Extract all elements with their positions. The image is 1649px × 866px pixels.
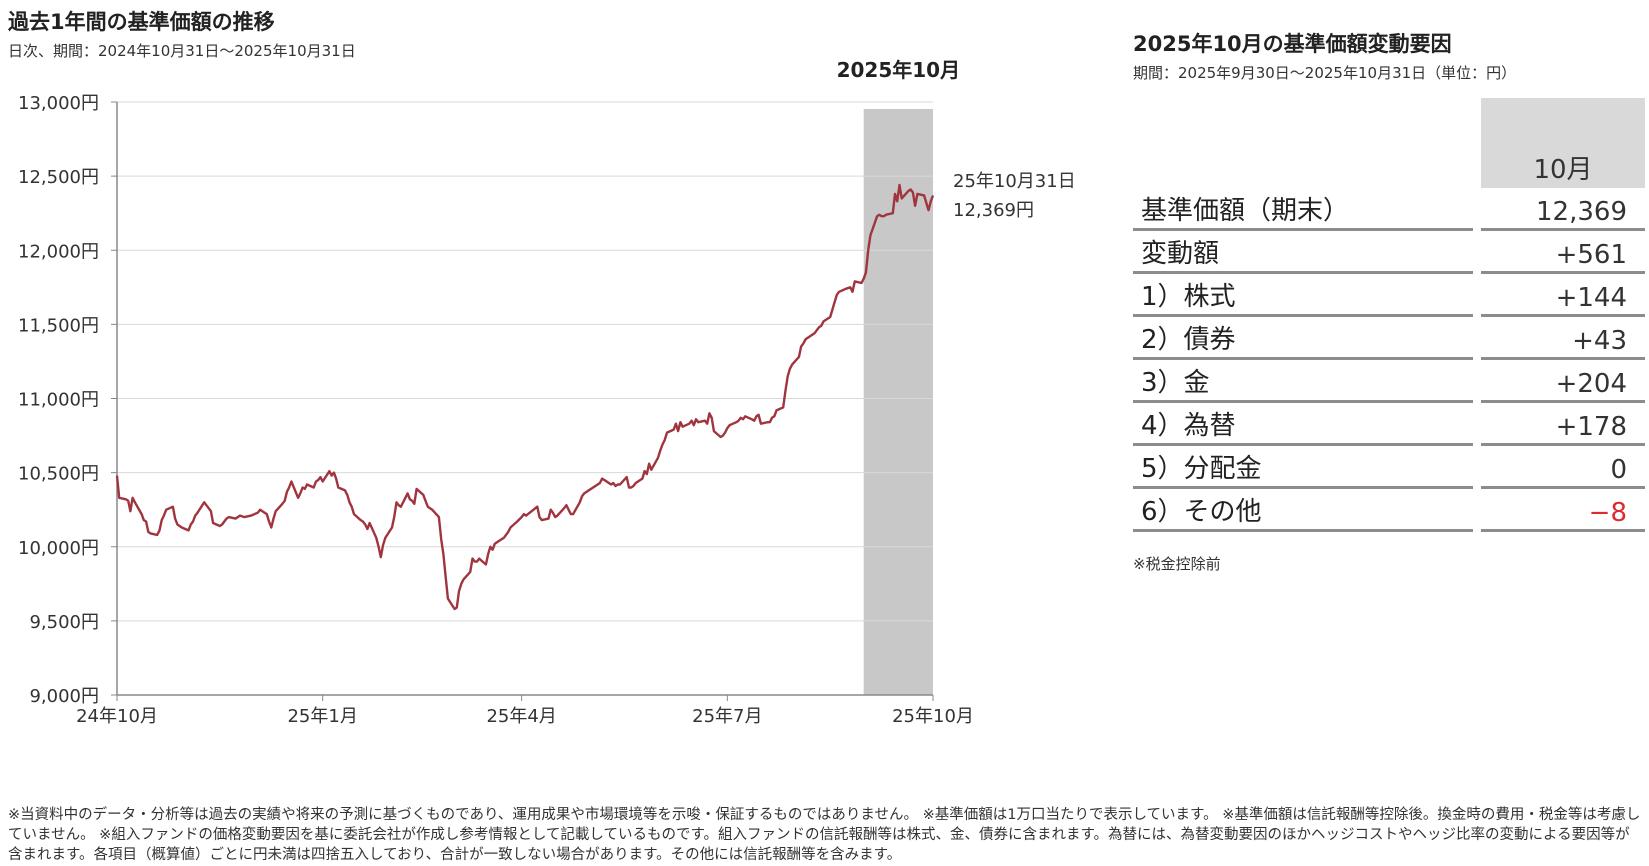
chart-subtitle: 日次、期間：2024年10月31日～2025年10月31日	[8, 42, 356, 60]
row-label: 1）株式	[1141, 282, 1236, 312]
table-row: 基準価額（期末） 12,369	[1133, 188, 1645, 231]
table-subtitle: 期間：2025年9月30日～2025年10月31日（単位：円）	[1133, 64, 1517, 82]
month-header-label: 10月	[1533, 155, 1593, 185]
row-divider	[1133, 486, 1473, 489]
row-divider	[1133, 314, 1473, 317]
x-tick-label: 25年10月	[892, 706, 974, 727]
x-tick-label: 24年10月	[76, 706, 158, 727]
row-divider	[1133, 357, 1473, 360]
row-divider	[1133, 400, 1473, 403]
disclaimer-footnote: ※当資料中のデータ・分析等は過去の実績や将来の予測に基づくものであり、運用成果や…	[8, 807, 1641, 863]
nav-price-line	[115, 183, 935, 611]
table-row: 1）株式 +144	[1133, 274, 1645, 317]
tax-note: ※税金控除前	[1133, 555, 1221, 573]
row-value: +144	[1555, 283, 1627, 313]
row-value: 0	[1610, 455, 1627, 485]
row-divider	[1481, 486, 1645, 489]
table-row: 5）分配金 0	[1133, 446, 1645, 489]
y-tick-label: 10,500円	[18, 464, 99, 485]
y-tick-label: 13,000円	[18, 93, 99, 114]
month-header: 10月	[1481, 98, 1645, 188]
highlight-band	[863, 109, 933, 695]
row-value: +43	[1572, 326, 1627, 356]
row-label: 6）その他	[1141, 497, 1262, 527]
row-label: 5）分配金	[1141, 454, 1262, 484]
chart-title: 過去1年間の基準価額の推移	[8, 10, 275, 34]
row-label: 2）債券	[1141, 325, 1236, 355]
row-divider	[1481, 400, 1645, 403]
table-row: 6）その他 −8	[1133, 489, 1645, 532]
x-tick-label: 25年7月	[692, 706, 762, 727]
table-row: 3）金 +204	[1133, 360, 1645, 403]
price-chart: 2025年10月 9,000円 9,500円 10,000円 10,500円 11,000…	[18, 58, 1076, 727]
table-row: 2）債券 +43	[1133, 317, 1645, 360]
row-divider	[1133, 271, 1473, 274]
row-divider	[1481, 443, 1645, 446]
row-label: 変動額	[1141, 239, 1220, 269]
row-divider	[1481, 228, 1645, 231]
row-divider	[1481, 529, 1645, 532]
row-value: −8	[1588, 498, 1627, 528]
y-tick-label: 9,000円	[29, 686, 99, 707]
end-date-label: 25年10月31日	[953, 171, 1076, 192]
x-tick-label: 25年1月	[287, 706, 357, 727]
row-value: +204	[1555, 369, 1627, 399]
row-divider	[1133, 529, 1473, 532]
highlight-label: 2025年10月	[837, 58, 961, 82]
x-tick-label: 25年4月	[486, 706, 556, 727]
row-label: 基準価額（期末）	[1141, 196, 1350, 226]
y-tick-label: 12,500円	[18, 167, 99, 188]
row-value: 12,369	[1536, 197, 1627, 227]
row-divider	[1481, 271, 1645, 274]
y-tick-label: 10,000円	[18, 538, 99, 559]
row-divider	[1481, 357, 1645, 360]
y-tick-label: 9,500円	[29, 612, 99, 633]
row-label: 4）為替	[1141, 411, 1236, 441]
row-divider	[1133, 228, 1473, 231]
table-row: 4）為替 +178	[1133, 403, 1645, 446]
row-divider	[1481, 314, 1645, 317]
row-value: +178	[1555, 412, 1627, 442]
row-label: 3）金	[1141, 368, 1210, 398]
table-row: 変動額 +561	[1133, 231, 1645, 274]
row-value: +561	[1555, 240, 1627, 270]
end-value-label: 12,369円	[953, 200, 1034, 221]
y-tick-label: 11,000円	[18, 390, 99, 411]
y-tick-label: 12,000円	[18, 241, 99, 262]
table-title: 2025年10月の基準価額変動要因	[1133, 32, 1452, 56]
y-tick-label: 11,500円	[18, 315, 99, 336]
row-divider	[1133, 443, 1473, 446]
